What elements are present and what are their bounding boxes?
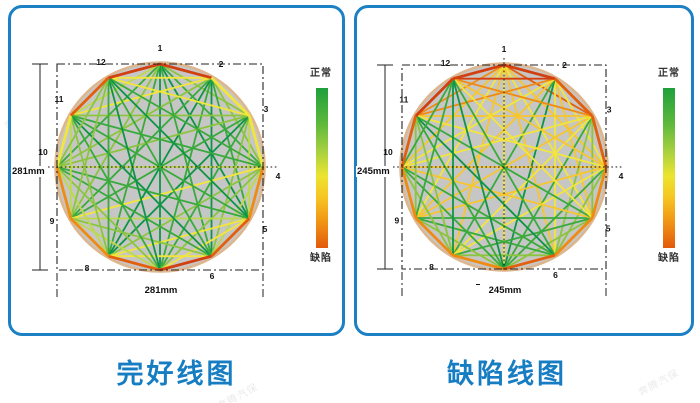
svg-text:8: 8 [85,263,90,273]
width-dimension-label: 281mm [130,285,192,296]
svg-text:9: 9 [395,216,400,226]
svg-text:1: 1 [158,43,163,53]
intact-line-map-panel: 123456789101112 [8,5,345,336]
legend-normal-label: 正常 [658,68,680,79]
intact-tomography-diagram: 123456789101112 [32,43,328,299]
svg-text:6: 6 [553,270,558,280]
svg-text:4: 4 [276,171,281,181]
svg-text:11: 11 [55,94,64,104]
svg-text:2: 2 [562,60,567,70]
svg-text:10: 10 [38,147,48,157]
width-dimension-label: 245mm [474,285,536,296]
legend-defect-label: 缺陷 [310,253,332,264]
svg-text:10: 10 [383,147,393,157]
svg-text:12: 12 [96,57,106,67]
svg-text:4: 4 [619,171,624,181]
svg-text:5: 5 [606,224,611,234]
svg-text:2: 2 [219,59,224,69]
legend-normal-label: 正常 [310,68,332,79]
svg-text:6: 6 [210,271,215,281]
height-dimension-label: 245mm [356,166,391,177]
defect-tomography-diagram: 123456789101112 [377,44,675,298]
intact-map-title: 完好线图 [116,359,237,389]
svg-text:3: 3 [264,104,269,114]
svg-text:1: 1 [502,44,507,54]
svg-text:3: 3 [607,105,612,115]
defect-map-title: 缺陷线图 [447,359,567,389]
legend-defect-label: 缺陷 [658,253,680,264]
svg-text:5: 5 [263,224,268,234]
defect-line-map-panel: 123456789101112 [354,5,694,336]
height-dimension-label: 281mm [11,166,46,177]
svg-text:9: 9 [50,216,55,226]
svg-text:8: 8 [429,262,434,272]
svg-text:12: 12 [441,58,451,68]
svg-text:11: 11 [399,95,408,105]
